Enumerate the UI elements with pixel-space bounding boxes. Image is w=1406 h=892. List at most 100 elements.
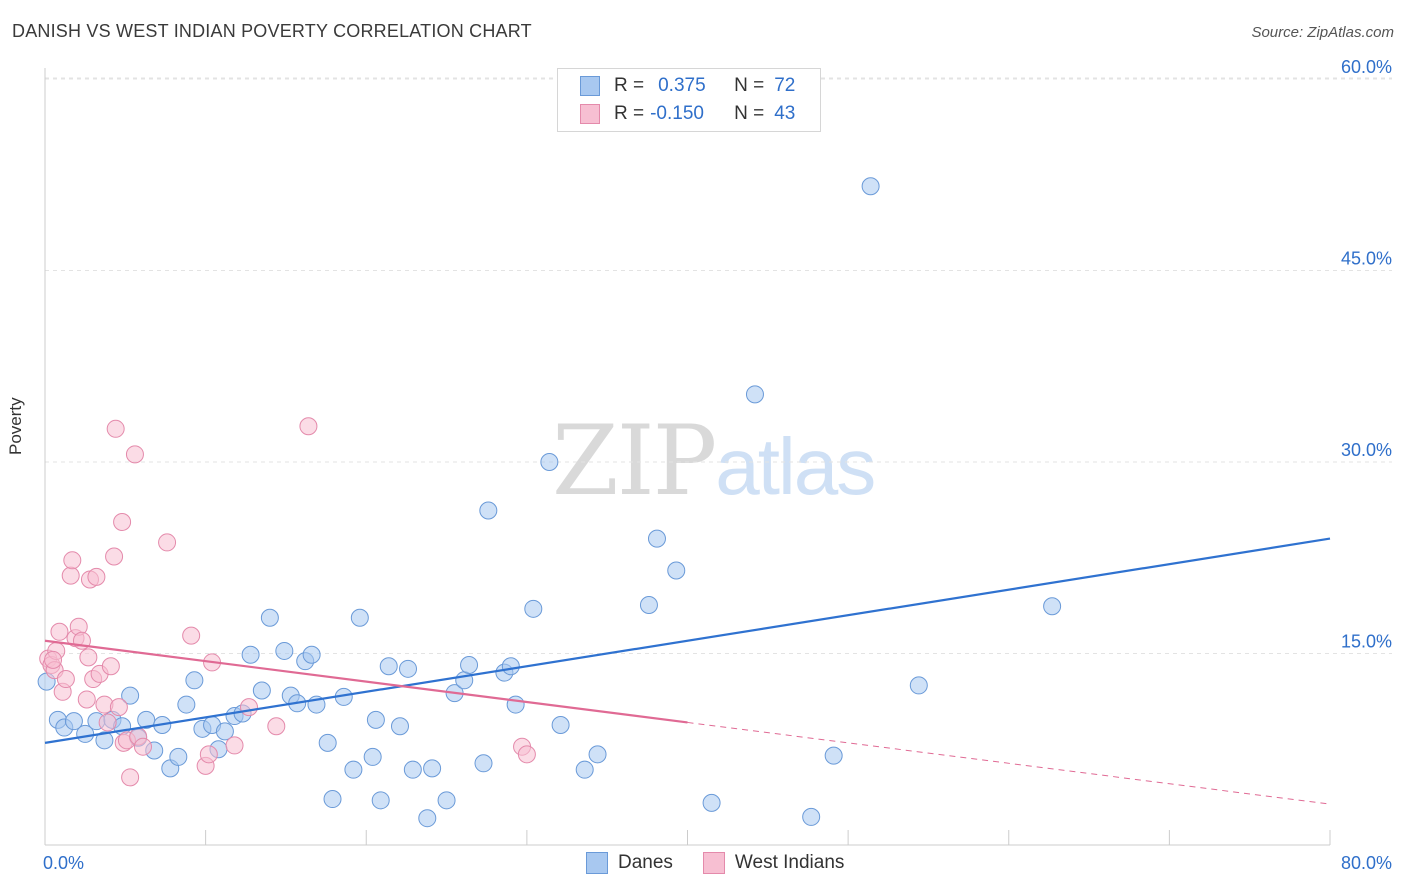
point-danes [639, 595, 658, 614]
point-west-indians [98, 713, 117, 732]
point-west-indians [77, 690, 96, 709]
point-danes [371, 791, 390, 810]
point-west-indians [56, 670, 75, 689]
legend-r-value: -0.150 [650, 103, 704, 124]
point-west-indians [225, 736, 244, 755]
legend-n-value: 43 [774, 103, 796, 124]
point-west-indians [63, 551, 82, 570]
point-danes [861, 177, 880, 196]
point-danes [418, 809, 437, 828]
point-west-indians [158, 533, 177, 552]
watermark-zip: ZIP [552, 405, 717, 517]
legend-r-value: 0.375 [658, 75, 706, 96]
point-danes [302, 645, 321, 664]
point-west-indians [133, 737, 152, 756]
point-danes [241, 645, 260, 664]
point-west-indians [101, 657, 120, 676]
legend-row-west-indians: R = -0.150 N = 43 [580, 102, 795, 126]
point-danes [1043, 597, 1062, 616]
y-tick-label: 15.0% [1341, 632, 1392, 652]
y-axis-label: Poverty [6, 397, 25, 455]
point-danes [177, 695, 196, 714]
point-west-indians [299, 417, 318, 436]
legend-row-danes: R = 0.375 N = 72 [580, 74, 795, 98]
point-danes [460, 655, 479, 674]
y-tick-label: 45.0% [1341, 249, 1392, 269]
point-danes [551, 715, 570, 734]
point-danes [95, 731, 114, 750]
point-danes [137, 710, 156, 729]
point-west-indians [121, 768, 140, 787]
point-danes [64, 712, 83, 731]
series-label-west-indians: West Indians [734, 852, 845, 873]
point-danes [344, 760, 363, 779]
watermark-atlas: atlas [715, 422, 876, 511]
point-west-indians [87, 567, 106, 586]
chart-title: DANISH VS WEST INDIAN POVERTY CORRELATIO… [12, 21, 532, 41]
series-label-danes: Danes [618, 852, 673, 873]
x-tick-label: 80.0% [1341, 853, 1392, 873]
point-danes [437, 791, 456, 810]
point-danes [318, 733, 337, 752]
source-label: Source: ZipAtlas.com [1251, 24, 1394, 41]
legend-n-label: N = [734, 103, 765, 124]
point-danes [524, 599, 543, 618]
point-danes [423, 759, 442, 778]
point-west-indians [125, 445, 144, 464]
trend-line-danes [44, 537, 1331, 744]
point-west-indians [113, 513, 132, 532]
legend-n-value: 72 [774, 75, 796, 96]
point-west-indians [517, 745, 536, 764]
point-danes [540, 453, 559, 471]
point-danes [252, 681, 271, 700]
legend-swatch-west-indians [580, 104, 600, 124]
point-west-indians [79, 648, 98, 667]
legend-r-label: R = [614, 75, 645, 96]
point-danes [350, 608, 369, 627]
point-west-indians [106, 419, 125, 438]
point-west-indians [199, 745, 218, 764]
point-danes [260, 608, 279, 627]
trend-line-west-indians-extension [687, 721, 1331, 805]
point-west-indians [239, 698, 258, 717]
legend-n-label: N = [734, 75, 765, 96]
point-danes [702, 793, 721, 812]
point-danes [745, 385, 764, 404]
point-danes [506, 695, 525, 714]
x-tick-label: 0.0% [43, 853, 84, 873]
series-legend-item-west-indians[interactable]: West Indians [702, 852, 845, 874]
point-danes [501, 657, 520, 676]
point-danes [399, 659, 418, 678]
watermark: ZIPatlas [552, 405, 876, 517]
point-danes [588, 745, 607, 764]
y-tick-label: 60.0% [1341, 57, 1392, 77]
series-swatch-danes [586, 852, 608, 874]
point-danes [647, 529, 666, 548]
y-tick-label: 30.0% [1341, 440, 1392, 460]
trend-line-west-indians [44, 639, 688, 724]
point-west-indians [109, 698, 128, 717]
point-west-indians [182, 626, 201, 645]
point-danes [366, 710, 385, 729]
point-danes [275, 641, 294, 660]
point-danes [323, 790, 342, 809]
point-danes [121, 686, 140, 705]
point-danes [379, 657, 398, 676]
point-danes [403, 760, 422, 779]
series-legend-item-danes[interactable]: Danes [586, 852, 673, 874]
point-west-indians [44, 650, 63, 669]
legend-swatch-danes [580, 76, 600, 96]
point-west-indians [50, 622, 69, 641]
series-legend: Danes West Indians [586, 852, 874, 874]
point-danes [169, 747, 188, 766]
point-danes [909, 676, 928, 695]
series-swatch-west-indians [702, 852, 725, 874]
point-danes [479, 501, 498, 520]
point-danes [667, 561, 686, 580]
point-danes [575, 760, 594, 779]
point-danes [185, 671, 204, 690]
point-west-indians [267, 717, 286, 736]
point-danes [390, 717, 409, 736]
point-danes [363, 747, 382, 766]
